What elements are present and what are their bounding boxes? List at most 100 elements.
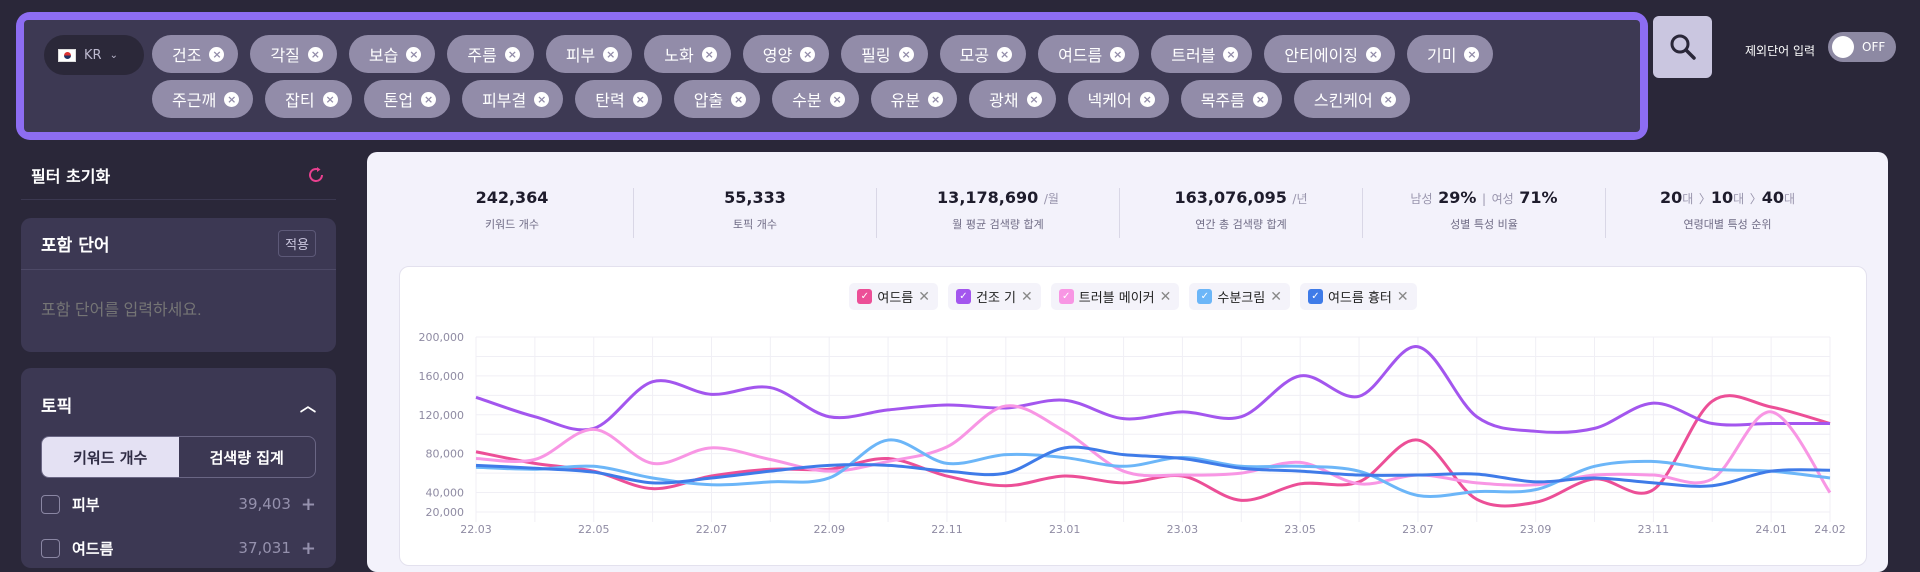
x-tick-label: 23.05 — [1284, 523, 1316, 536]
x-tick-label: 24.02 — [1814, 523, 1846, 536]
topic-label: 여드름 — [72, 539, 114, 558]
keyword-chip[interactable]: 보습 × — [348, 35, 436, 73]
legend-item[interactable]: ✓ 여드름 ✕ — [849, 283, 938, 310]
remove-chip-icon[interactable]: × — [997, 46, 1013, 62]
refresh-icon[interactable] — [306, 165, 326, 185]
keyword-chip[interactable]: 넥케어 × — [1067, 80, 1169, 118]
country-select[interactable]: KR ⌄ — [44, 35, 144, 75]
remove-chip-icon[interactable]: × — [1026, 91, 1042, 107]
keyword-chip[interactable]: 탄력 × — [575, 80, 662, 118]
keyword-chip[interactable]: 노화 × — [644, 35, 731, 73]
keyword-chip[interactable]: 피부 × — [545, 35, 633, 73]
keyword-chip[interactable]: 기미 × — [1407, 35, 1494, 73]
legend-remove-icon[interactable]: ✕ — [1396, 288, 1409, 305]
plus-icon[interactable]: + — [300, 537, 316, 559]
legend-item[interactable]: ✓ 여드름 흉터 ✕ — [1299, 283, 1417, 310]
keyword-search-box: KR ⌄ 건조 × 각질 × 보습 × 주름 × 피부 × 노화 × 영양 × 필링 × 모공 × 여드름 × 트러블 ×… — [16, 12, 1648, 140]
legend-checkbox-icon[interactable]: ✓ — [1197, 289, 1213, 304]
keyword-chip[interactable]: 필링 × — [841, 35, 928, 73]
legend-checkbox-icon[interactable]: ✓ — [955, 289, 971, 304]
keyword-chip[interactable]: 여드름 × — [1038, 35, 1140, 73]
remove-chip-icon[interactable]: × — [421, 91, 437, 107]
chevron-up-icon[interactable]: ︿ — [299, 396, 316, 415]
search-button[interactable] — [1653, 16, 1712, 78]
y-tick-label: 200,000 — [419, 331, 465, 344]
keyword-chip[interactable]: 주름 × — [447, 35, 534, 73]
keyword-chip[interactable]: 광채 × — [969, 80, 1056, 118]
chip-label: 톤업 — [383, 91, 414, 110]
legend-remove-icon[interactable]: ✕ — [1021, 288, 1033, 305]
keyword-chip[interactable]: 트러블 × — [1151, 35, 1253, 73]
remove-chip-icon[interactable]: × — [1223, 46, 1239, 62]
remove-chip-icon[interactable]: × — [1366, 46, 1382, 62]
keyword-chip[interactable]: 모공 × — [939, 35, 1027, 73]
filter-reset[interactable]: 필터 초기화 — [21, 150, 336, 200]
legend-checkbox-icon[interactable]: ✓ — [1058, 289, 1074, 304]
legend-checkbox-icon[interactable]: ✓ — [857, 289, 873, 304]
keyword-chip[interactable]: 잡티 × — [265, 80, 352, 118]
toggle-state: OFF — [1862, 40, 1886, 54]
seg-search-volume[interactable]: 검색량 집계 — [209, 448, 284, 467]
remove-chip-icon[interactable]: × — [209, 46, 225, 62]
remove-chip-icon[interactable]: × — [1464, 46, 1480, 62]
keyword-chip[interactable]: 목주름 × — [1180, 80, 1282, 118]
include-words-input[interactable] — [21, 270, 336, 352]
legend-item[interactable]: ✓ 트러블 메이커 ✕ — [1050, 283, 1180, 310]
male-label: 남성 — [1410, 192, 1433, 206]
legend-remove-icon[interactable]: ✕ — [1159, 288, 1172, 305]
legend-checkbox-icon[interactable]: ✓ — [1307, 289, 1323, 304]
series-line-트러블 메이커 — [475, 404, 1832, 494]
keyword-chip[interactable]: 압출 × — [673, 80, 761, 118]
remove-chip-icon[interactable]: × — [800, 46, 816, 62]
remove-chip-icon[interactable]: × — [1380, 91, 1396, 107]
legend-remove-icon[interactable]: ✕ — [918, 288, 930, 305]
remove-chip-icon[interactable]: × — [307, 46, 323, 62]
legend-item[interactable]: ✓ 수분크림 ✕ — [1189, 283, 1290, 310]
legend-remove-icon[interactable]: ✕ — [1270, 288, 1282, 305]
remove-chip-icon[interactable]: × — [731, 91, 747, 107]
legend-item[interactable]: ✓ 건조 기 ✕ — [947, 283, 1041, 310]
topic-item[interactable]: 피부 39,403 + — [41, 486, 316, 522]
stat-unit: /년 — [1292, 192, 1308, 206]
remove-chip-icon[interactable]: × — [504, 46, 520, 62]
x-tick-label: 22.03 — [460, 523, 492, 536]
remove-chip-icon[interactable]: × — [603, 46, 619, 62]
topic-segmented-control: 키워드 개수 검색량 집계 — [41, 436, 316, 478]
keyword-chip[interactable]: 주근깨 × — [152, 80, 254, 118]
checkbox[interactable] — [41, 538, 60, 558]
seg-keyword-count[interactable]: 키워드 개수 — [42, 437, 179, 477]
checkbox[interactable] — [41, 494, 60, 514]
x-tick-label: 22.05 — [578, 523, 610, 536]
keyword-chip[interactable]: 피부결 × — [462, 80, 564, 118]
keyword-chip[interactable]: 유분 × — [870, 80, 958, 118]
keyword-chip[interactable]: 각질 × — [250, 35, 337, 73]
remove-chip-icon[interactable]: × — [701, 46, 717, 62]
chart-legend: ✓ 여드름 ✕ ✓ 건조 기 ✕ ✓ 트러블 메이커 ✕ ✓ 수분크림 ✕ ✓ 여드름 흉터 ✕ — [400, 283, 1866, 310]
y-tick-label: 40,000 — [426, 487, 465, 500]
keyword-chip[interactable]: 톤업 × — [363, 80, 451, 118]
age-suffix: 대 — [1784, 192, 1796, 206]
exclude-toggle[interactable]: OFF — [1828, 32, 1896, 62]
apply-button[interactable]: 적용 — [278, 230, 316, 257]
exclude-words-label: 제외단어 입력 — [1745, 44, 1816, 58]
keyword-chip[interactable]: 스킨케어 × — [1293, 80, 1410, 118]
keyword-chip[interactable]: 영양 × — [742, 35, 830, 73]
remove-chip-icon[interactable]: × — [632, 91, 648, 107]
topic-item[interactable]: 여드름 37,031 + — [41, 530, 316, 566]
stat-value: 242,364 — [475, 188, 549, 207]
stat-gender-ratio: 남성 29% | 여성 71% 성별 특성 비율 — [1363, 188, 1606, 238]
remove-chip-icon[interactable]: × — [406, 46, 422, 62]
remove-chip-icon[interactable]: × — [1252, 91, 1268, 107]
remove-chip-icon[interactable]: × — [1110, 46, 1126, 62]
keyword-chip[interactable]: 안티에이징 × — [1264, 35, 1396, 73]
remove-chip-icon[interactable]: × — [829, 91, 845, 107]
remove-chip-icon[interactable]: × — [534, 91, 550, 107]
remove-chip-icon[interactable]: × — [1139, 91, 1155, 107]
remove-chip-icon[interactable]: × — [898, 46, 914, 62]
keyword-chip[interactable]: 건조 × — [152, 35, 239, 73]
plus-icon[interactable]: + — [300, 493, 316, 515]
remove-chip-icon[interactable]: × — [928, 91, 944, 107]
remove-chip-icon[interactable]: × — [224, 91, 240, 107]
keyword-chip[interactable]: 수분 × — [772, 80, 859, 118]
remove-chip-icon[interactable]: × — [322, 91, 338, 107]
